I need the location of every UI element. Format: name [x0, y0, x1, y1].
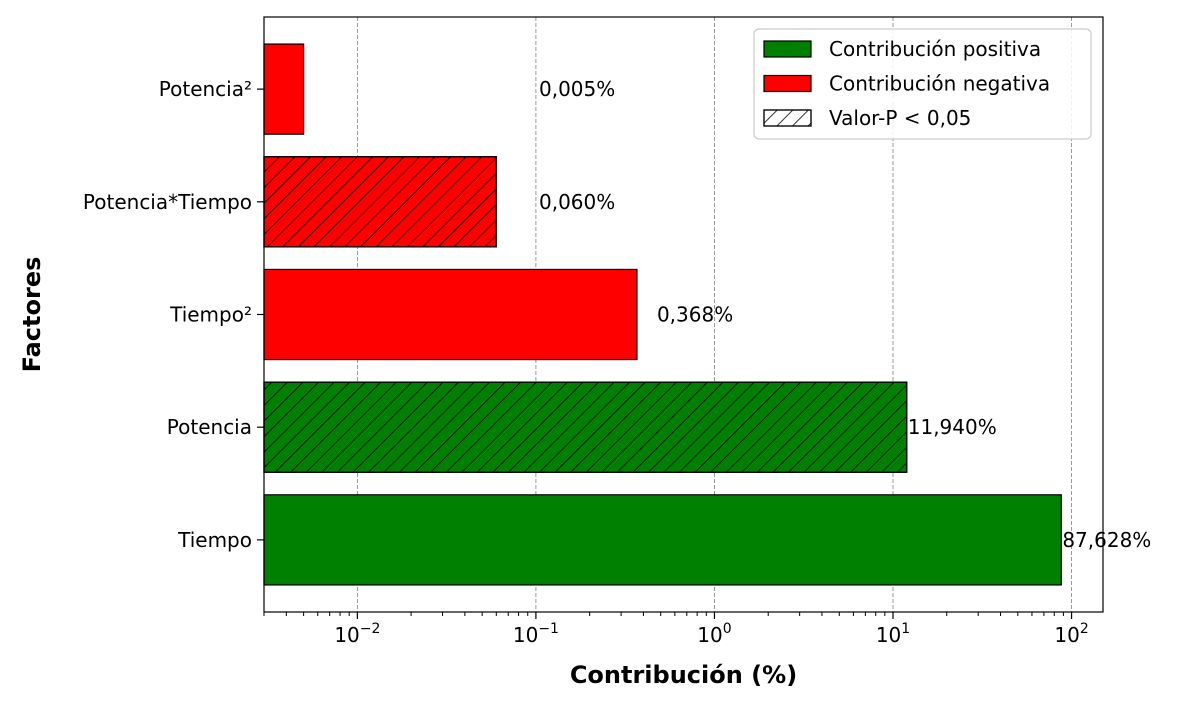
bar-value-label: 11,940%	[908, 415, 997, 439]
x-tick-label: 10−2	[334, 621, 380, 647]
y-tick-label: Potencia*Tiempo	[83, 190, 252, 214]
legend: Contribución positiva Contribución negati…	[753, 28, 1092, 140]
x-tick-label: 100	[697, 621, 731, 647]
legend-label: Contribución positiva	[829, 37, 1041, 61]
bar-value-label: 0,060%	[539, 190, 615, 214]
bars	[263, 43, 1062, 586]
x-axis-ticks: 10−2 10−1 100 101 102	[263, 612, 1089, 647]
y-tick-label: Tiempo²	[169, 303, 252, 327]
legend-swatch-negative	[763, 74, 812, 93]
legend-label: Contribución negativa	[829, 72, 1050, 96]
y-axis-title: Factores	[18, 257, 46, 373]
bar-positive	[263, 494, 1062, 586]
x-axis-title: Contribución (%)	[570, 661, 797, 689]
legend-swatch-hatch-overlay	[763, 109, 812, 127]
value-labels: 0,005% 0,060% 0,368% 11,940% 87,628%	[539, 77, 1151, 552]
x-tick-label: 102	[1054, 621, 1088, 647]
y-axis-ticks: Potencia² Potencia*Tiempo Tiempo² Potencia T…	[83, 77, 264, 552]
bar-value-label: 0,368%	[657, 303, 733, 327]
bar-hatch-overlay	[263, 156, 497, 248]
y-tick-label: Potencia²	[159, 77, 252, 101]
bar-hatch-overlay	[263, 381, 908, 473]
x-tick-label: 101	[876, 621, 910, 647]
bar-value-label: 0,005%	[539, 77, 615, 101]
bar-negative	[263, 43, 305, 135]
x-tick-label: 10−1	[513, 621, 559, 647]
legend-swatch-positive	[763, 40, 812, 58]
legend-box	[753, 28, 1092, 140]
y-tick-label: Tiempo	[177, 528, 252, 552]
bar-value-label: 87,628%	[1062, 528, 1151, 552]
y-tick-label: Potencia	[167, 415, 252, 439]
legend-label: Valor-P < 0,05	[829, 106, 971, 130]
bar-negative	[263, 268, 638, 361]
